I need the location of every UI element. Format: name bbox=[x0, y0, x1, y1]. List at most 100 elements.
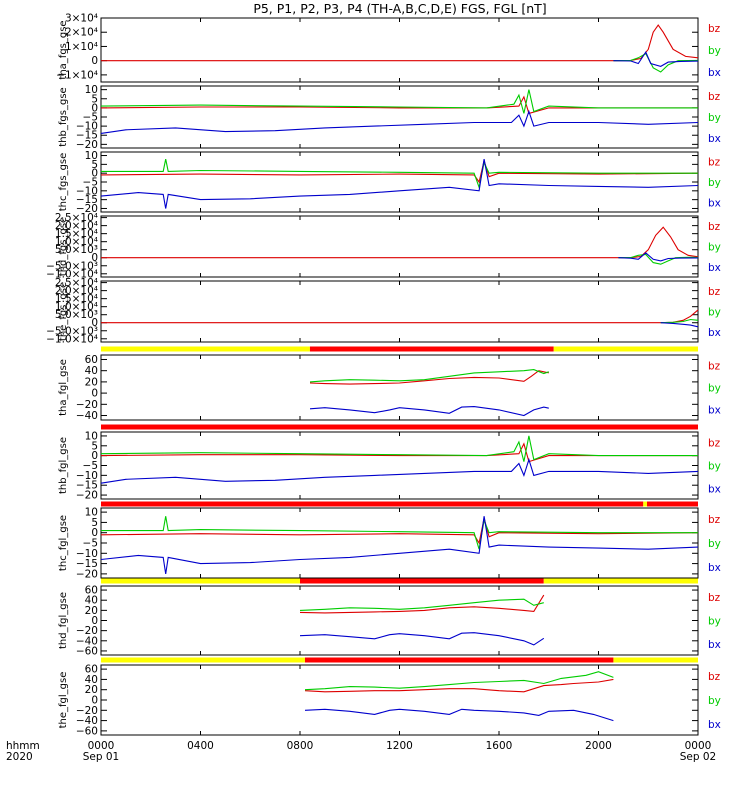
panel-frame bbox=[100, 215, 699, 278]
legend-bz: bz bbox=[708, 91, 721, 103]
y-axis-label: tha_fgs_gse bbox=[58, 20, 69, 79]
legend-bz: bz bbox=[708, 360, 721, 372]
y-tick-label: −20 bbox=[76, 139, 98, 151]
series-line-bz bbox=[100, 442, 698, 463]
y-tick-label: 0 bbox=[91, 615, 98, 627]
y-axis-label: thb_fgl_gse bbox=[58, 437, 69, 494]
series-line-by bbox=[299, 598, 544, 611]
x-tick-date-label: Sep 02 bbox=[680, 751, 717, 763]
legend-bx: bx bbox=[708, 639, 721, 651]
series-line-bx bbox=[100, 516, 699, 574]
legend-by: by bbox=[708, 616, 721, 628]
y-tick-label: 1×10⁴ bbox=[65, 41, 98, 53]
x-tick-label: 0400 bbox=[187, 740, 214, 752]
y-tick-label: −60 bbox=[76, 725, 98, 737]
status-bar-segment bbox=[300, 578, 544, 584]
legend-bz: bz bbox=[708, 286, 721, 298]
legend-by: by bbox=[708, 461, 721, 473]
x-tick-label: 1200 bbox=[386, 740, 413, 752]
y-tick-label: −15 bbox=[76, 558, 98, 570]
y-axis-label: thc_fgs_gse bbox=[58, 153, 69, 212]
panel-frame bbox=[100, 585, 699, 656]
status-bar-segment bbox=[101, 501, 644, 507]
status-bar-segment bbox=[553, 346, 698, 352]
y-tick-label: 1.0×10⁴ bbox=[55, 236, 98, 248]
series-line-bx bbox=[299, 632, 545, 646]
y-tick-label: 60 bbox=[85, 664, 98, 676]
y-tick-label: −15 bbox=[76, 130, 98, 142]
y-tick-label: −5 bbox=[83, 112, 98, 124]
y-axis-label: the_fgl_gse bbox=[58, 672, 69, 729]
legend-by: by bbox=[708, 242, 721, 254]
y-tick-label: 2.5×10⁴ bbox=[55, 277, 98, 289]
y-tick-label: −10 bbox=[76, 121, 98, 133]
y-tick-label: 10 bbox=[85, 84, 98, 96]
status-bar-segment bbox=[101, 424, 698, 430]
series-line-by bbox=[618, 253, 699, 265]
y-tick-label: 2.5×10⁴ bbox=[55, 212, 98, 224]
y-tick-label: −20 bbox=[76, 705, 98, 717]
legend-by: by bbox=[708, 112, 721, 124]
status-bar-segment bbox=[543, 578, 698, 584]
legend-bx: bx bbox=[708, 405, 721, 417]
series-line-by bbox=[304, 671, 614, 691]
series-line-bz bbox=[299, 594, 545, 614]
panel-the-fgs-gse: 2.5×10⁴2.0×10⁴1.5×10⁴1.0×10⁴5.0×10³0−5.0… bbox=[46, 277, 721, 345]
y-tick-label: 0 bbox=[91, 317, 98, 329]
legend-bx: bx bbox=[708, 197, 721, 209]
status-bar-segment bbox=[101, 346, 310, 352]
y-tick-label: 0 bbox=[91, 695, 98, 707]
legend-bz: bz bbox=[708, 23, 721, 35]
x-tick-label: 1600 bbox=[486, 740, 513, 752]
y-axis-label: the_fgs_gse bbox=[58, 282, 69, 341]
x-tick-label: 0000 bbox=[88, 740, 115, 752]
series-line-bz bbox=[100, 518, 699, 545]
y-tick-label: 20 bbox=[85, 605, 98, 617]
y-tick-label: 5.0×10³ bbox=[55, 309, 98, 321]
y-tick-label: 2×10⁴ bbox=[65, 27, 98, 39]
legend-bx: bx bbox=[708, 327, 721, 339]
legend-bx: bx bbox=[708, 719, 721, 731]
y-tick-label: −5.0×10³ bbox=[46, 325, 98, 337]
y-tick-label: 10 bbox=[85, 507, 98, 519]
y-tick-label: 10 bbox=[85, 430, 98, 442]
y-tick-label: 2.0×10⁴ bbox=[55, 285, 98, 297]
y-tick-label: −20 bbox=[76, 490, 98, 502]
y-tick-label: 20 bbox=[85, 684, 98, 696]
x-tick-date-label: Sep 01 bbox=[83, 751, 120, 763]
status-bar-segment bbox=[613, 657, 698, 663]
y-tick-label: 0 bbox=[91, 102, 98, 114]
y-tick-label: 1.0×10⁴ bbox=[55, 301, 98, 313]
panel-frame bbox=[100, 151, 699, 213]
y-axis-label: thd_fgs_gse bbox=[58, 217, 69, 276]
series-line-bx bbox=[100, 457, 699, 484]
panel-frame bbox=[100, 354, 699, 421]
legend-bz: bz bbox=[708, 157, 721, 169]
y-tick-label: 0 bbox=[91, 252, 98, 264]
legend-by: by bbox=[708, 307, 721, 319]
panel-frame bbox=[100, 17, 699, 83]
y-tick-label: −1.0×10⁴ bbox=[46, 268, 98, 280]
y-tick-label: −20 bbox=[76, 203, 98, 215]
series-line-by bbox=[309, 369, 549, 383]
series-line-by bbox=[100, 89, 698, 114]
legend-by: by bbox=[708, 383, 721, 395]
y-tick-label: −40 bbox=[76, 635, 98, 647]
y-tick-label: 20 bbox=[85, 376, 98, 388]
y-tick-label: 40 bbox=[85, 365, 98, 377]
y-tick-label: 5.0×10³ bbox=[55, 244, 98, 256]
y-tick-label: −10 bbox=[76, 185, 98, 197]
panel-frame bbox=[100, 507, 699, 579]
y-tick-label: −15 bbox=[76, 480, 98, 492]
legend-bx: bx bbox=[708, 262, 721, 274]
y-axis-label: thc_fgl_gse bbox=[58, 515, 69, 571]
y-tick-label: 1.5×10⁴ bbox=[55, 293, 98, 305]
y-tick-label: 0 bbox=[91, 388, 98, 400]
series-line-bx bbox=[304, 708, 614, 722]
legend-bx: bx bbox=[708, 67, 721, 79]
